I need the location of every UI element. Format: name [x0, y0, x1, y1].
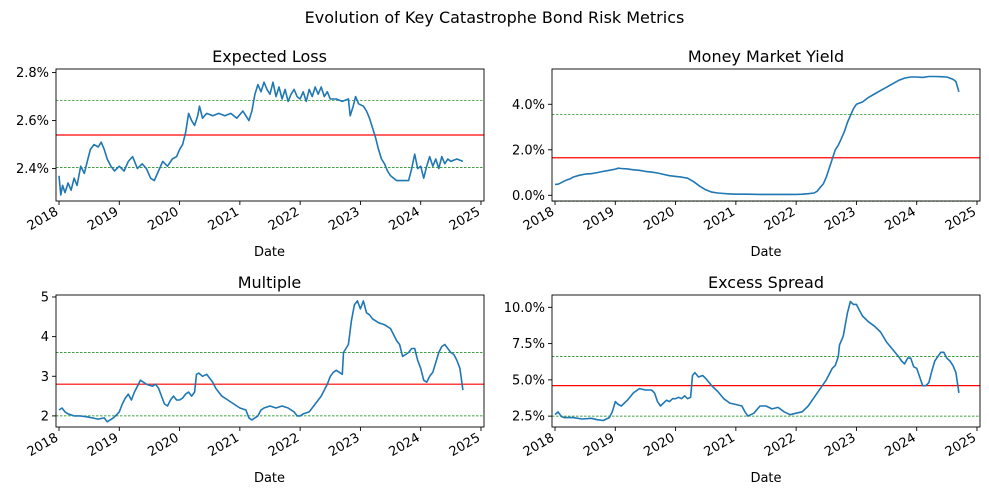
- x-tick-label: 2024: [883, 204, 919, 234]
- axes-frame: [55, 294, 485, 428]
- series-line: [58, 81, 464, 196]
- series-line: [554, 300, 960, 422]
- panel-money-market-yield: Money Market Yield Date 0.0% 2.0% 4.0% 2018…: [512, 47, 981, 260]
- x-tick-label: 2020: [145, 204, 181, 234]
- y-tick-label: 2.4%: [16, 162, 49, 177]
- x-tick-label: 2021: [702, 430, 738, 460]
- x-axis-label: Date: [750, 245, 781, 260]
- x-tick-label: 2019: [581, 204, 617, 234]
- panel-title: Expected Loss: [212, 47, 327, 66]
- x-tick-label: 2021: [702, 204, 738, 234]
- x-tick-label: 2025: [447, 204, 483, 234]
- x-tick-label: 2024: [883, 430, 919, 460]
- y-tick-label: 2: [41, 409, 49, 424]
- x-tick-label: 2025: [943, 430, 979, 460]
- x-tick-label: 2018: [521, 430, 557, 460]
- x-tick-label: 2025: [447, 430, 483, 460]
- y-tick-label: 3: [41, 370, 49, 385]
- x-axis-label: Date: [750, 471, 781, 486]
- x-tick-label: 2024: [387, 430, 423, 460]
- y-tick-label: 2.5%: [512, 410, 545, 425]
- x-tick-label: 2019: [85, 204, 121, 234]
- x-tick-label: 2020: [641, 430, 677, 460]
- x-tick-label: 2018: [521, 204, 557, 234]
- y-tick-label: 2.6%: [16, 114, 49, 129]
- x-tick-label: 2019: [581, 430, 617, 460]
- panel-excess-spread: Excess Spread Date 2.5% 5.0% 7.5% 10.0% 2018…: [504, 273, 981, 486]
- x-tick-label: 2020: [641, 204, 677, 234]
- axes-frame: [55, 68, 485, 202]
- x-axis-label: Date: [254, 245, 285, 260]
- panel-title: Excess Spread: [708, 273, 824, 292]
- y-tick-label: 5.0%: [512, 373, 545, 388]
- axes-frame: [551, 68, 981, 202]
- x-tick-label: 2021: [206, 430, 242, 460]
- x-tick-label: 2018: [25, 204, 61, 234]
- figure-suptitle: Evolution of Key Catastrophe Bond Risk M…: [305, 8, 685, 27]
- x-tick-label: 2024: [387, 204, 423, 234]
- y-tick-label: 5: [41, 290, 49, 305]
- x-axis-label: Date: [254, 471, 285, 486]
- x-tick-label: 2022: [762, 204, 798, 234]
- y-tick-label: 4.0%: [512, 98, 545, 113]
- x-tick-label: 2023: [822, 204, 858, 234]
- series-line: [58, 300, 464, 423]
- series-line: [554, 75, 960, 196]
- x-tick-label: 2022: [266, 430, 302, 460]
- x-tick-label: 2019: [85, 430, 121, 460]
- x-tick-label: 2018: [25, 430, 61, 460]
- x-tick-label: 2025: [943, 204, 979, 234]
- x-tick-label: 2023: [822, 430, 858, 460]
- y-tick-label: 2.8%: [16, 66, 49, 81]
- x-tick-label: 2023: [326, 204, 362, 234]
- x-tick-label: 2020: [145, 430, 181, 460]
- x-tick-label: 2022: [266, 204, 302, 234]
- y-tick-label: 2.0%: [512, 143, 545, 158]
- panel-title: Money Market Yield: [688, 47, 844, 66]
- y-tick-label: 0.0%: [512, 189, 545, 204]
- axes-frame: [551, 294, 981, 428]
- panel-multiple: Multiple Date 2 3 4 5 2018 2019 2020 2021 2022 20…: [25, 273, 485, 486]
- y-tick-label: 7.5%: [512, 337, 545, 352]
- x-tick-label: 2023: [326, 430, 362, 460]
- panel-title: Multiple: [238, 273, 302, 292]
- y-tick-label: 4: [41, 330, 49, 345]
- x-tick-label: 2022: [762, 430, 798, 460]
- y-tick-label: 10.0%: [504, 301, 545, 316]
- panel-expected-loss: Expected Loss Date 2.4% 2.6% 2.8% 2018 2019 2…: [16, 47, 485, 260]
- x-tick-label: 2021: [206, 204, 242, 234]
